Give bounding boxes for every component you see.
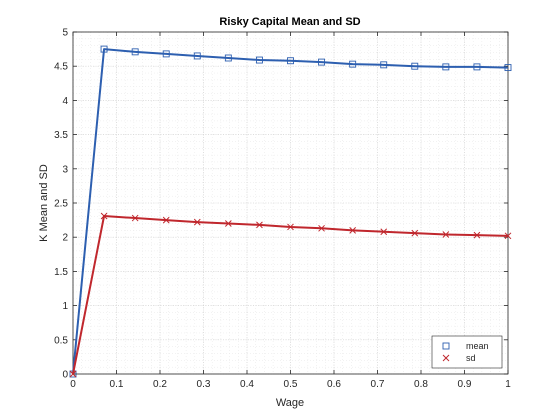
data-point-sd bbox=[100, 212, 108, 220]
legend-box bbox=[431, 335, 503, 369]
data-point-mean bbox=[131, 48, 139, 56]
data-point-sd bbox=[224, 220, 232, 227]
data-point-mean bbox=[255, 56, 263, 64]
legend-label-sd: sd bbox=[466, 353, 476, 363]
data-point-sd bbox=[287, 223, 294, 231]
data-point-sd bbox=[442, 231, 450, 238]
data-point-mean bbox=[380, 61, 388, 69]
data-point-sd bbox=[504, 232, 512, 240]
data-point-sd bbox=[349, 227, 357, 234]
data-point-mean bbox=[100, 45, 108, 53]
legend-marker-sd bbox=[442, 354, 450, 362]
y-tick-label: 2.5 bbox=[54, 199, 68, 210]
data-point-sd bbox=[131, 214, 139, 222]
y-axis-label: K Mean and SD bbox=[38, 164, 50, 242]
data-point-sd bbox=[473, 231, 481, 239]
y-tick-label: 0 bbox=[62, 370, 68, 381]
x-tick-label: 0.3 bbox=[197, 379, 211, 390]
legend-marker-mean bbox=[442, 342, 450, 350]
data-point-mean bbox=[411, 62, 419, 70]
y-tick-label: 2 bbox=[62, 233, 68, 244]
data-point-sd bbox=[411, 229, 419, 237]
y-tick-label: 4 bbox=[62, 96, 68, 107]
data-point-mean bbox=[224, 54, 232, 62]
legend: mean sd bbox=[431, 335, 503, 369]
data-point-sd bbox=[69, 370, 77, 378]
data-point-mean bbox=[349, 60, 357, 68]
data-point-mean bbox=[473, 63, 481, 71]
y-tick-label: 4.5 bbox=[54, 62, 68, 73]
x-tick-label: 1 bbox=[505, 379, 511, 390]
plot-area: 0 0.1 0.2 0.3 0.4 0.5 0.6 0.7 0.8 0.9 1 0 0.5 1 1.5 2 2.… bbox=[54, 28, 512, 390]
data-point-mean bbox=[193, 52, 201, 60]
data-point-sd bbox=[256, 221, 263, 229]
data-point-mean bbox=[287, 57, 294, 65]
data-point-sd bbox=[193, 218, 201, 226]
x-tick-label: 0 bbox=[70, 379, 76, 390]
x-tick-label: 0.2 bbox=[153, 379, 167, 390]
y-tick-label: 3 bbox=[62, 164, 68, 175]
series-line-mean bbox=[72, 48, 509, 375]
data-point-mean bbox=[504, 64, 512, 72]
x-tick-label: 0.4 bbox=[240, 379, 254, 390]
chart-title: Risky Capital Mean and SD bbox=[219, 16, 360, 28]
x-tick-label: 0.8 bbox=[414, 379, 428, 390]
x-tick-label: 0.5 bbox=[284, 379, 298, 390]
y-tick-label: 1.5 bbox=[54, 267, 68, 278]
y-tick-label: 1 bbox=[62, 301, 68, 312]
x-tick-label: 0.7 bbox=[371, 379, 385, 390]
x-tick-label: 0.1 bbox=[110, 379, 124, 390]
y-tick-label: 3.5 bbox=[54, 130, 68, 141]
data-point-sd bbox=[380, 228, 388, 236]
data-point-mean bbox=[442, 63, 450, 71]
x-tick-label: 0.6 bbox=[327, 379, 341, 390]
y-tick-label: 5 bbox=[62, 28, 68, 39]
data-point-sd bbox=[318, 224, 325, 232]
legend-label-mean: mean bbox=[466, 341, 489, 351]
data-point-mean bbox=[162, 50, 170, 58]
data-point-sd bbox=[162, 216, 170, 224]
y-tick-label: 0.5 bbox=[54, 335, 68, 346]
x-axis-label: Wage bbox=[276, 397, 304, 409]
x-tick-label: 0.9 bbox=[458, 379, 472, 390]
data-point-mean bbox=[318, 58, 326, 66]
